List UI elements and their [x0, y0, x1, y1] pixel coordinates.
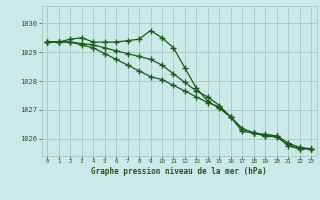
X-axis label: Graphe pression niveau de la mer (hPa): Graphe pression niveau de la mer (hPa)	[91, 167, 267, 176]
